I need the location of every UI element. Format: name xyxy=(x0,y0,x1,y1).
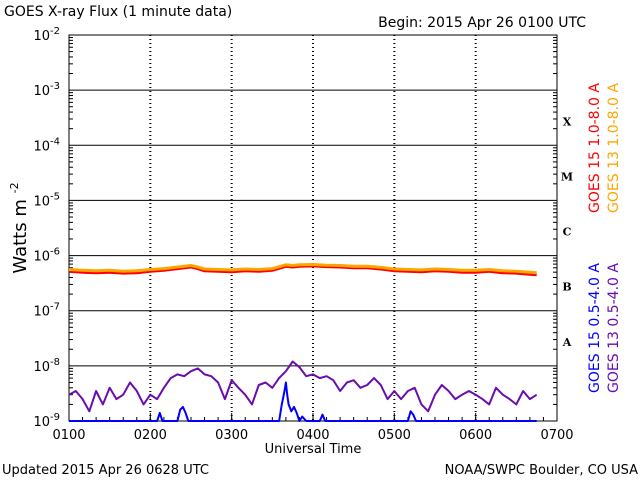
flare-class-label: M xyxy=(561,170,573,183)
flare-class-labels: X M C B A xyxy=(561,115,573,349)
legend-label: GOES 13 0.5-4.0 A xyxy=(606,263,622,393)
flare-class-label: X xyxy=(563,115,572,128)
x-tick-label: 0400 xyxy=(296,428,329,443)
updated-label: Updated 2015 Apr 26 0628 UTC xyxy=(2,463,209,478)
x-tick-label: 0700 xyxy=(540,428,573,443)
legend-label: GOES 15 1.0-8.0 A xyxy=(587,83,603,213)
legend-item: GOES 13 0.5-4.0 A xyxy=(606,263,622,393)
y-tick-label: 10-8 xyxy=(33,357,60,375)
flare-class-label: C xyxy=(563,226,572,239)
begin-time-label: Begin: 2015 Apr 26 0100 UTC xyxy=(378,15,586,31)
grid xyxy=(69,35,557,421)
y-axis-label-exp: -2 xyxy=(8,182,21,193)
legend-item: GOES 13 1.0-8.0 A xyxy=(606,83,622,213)
flare-class-label: B xyxy=(562,281,571,294)
y-tick-label: 10-7 xyxy=(33,302,60,320)
legend-label: GOES 15 0.5-4.0 A xyxy=(587,263,603,393)
x-tick-label: 0100 xyxy=(52,428,85,443)
y-tick-label: 10-9 xyxy=(33,412,60,430)
flare-class-label: A xyxy=(562,336,572,349)
x-tick-label: 0300 xyxy=(215,428,248,443)
legend-inner: GOES 13 1.0-8.0 A GOES 13 0.5-4.0 A xyxy=(606,83,622,393)
series-line xyxy=(68,360,538,413)
series-lines xyxy=(68,263,538,422)
y-tick-label: 10-5 xyxy=(33,191,60,209)
legend-item: GOES 15 1.0-8.0 A xyxy=(587,83,603,213)
x-tick-label: 0200 xyxy=(134,428,167,443)
y-tick-label: 10-3 xyxy=(33,81,60,99)
series-line xyxy=(68,263,537,275)
series-line xyxy=(69,381,537,422)
y-tick-label: 10-4 xyxy=(33,136,60,154)
x-axis-label: Universal Time xyxy=(265,442,362,457)
x-tick-label: 0600 xyxy=(459,428,492,443)
legend-outer: GOES 15 1.0-8.0 A GOES 15 0.5-4.0 A xyxy=(587,83,603,393)
credit-label: NOAA/SWPC Boulder, CO USA xyxy=(445,463,638,478)
y-axis-ticks: 10-2 10-3 10-4 10-5 10-6 10-7 10-8 10-9 xyxy=(33,26,557,430)
legend-item: GOES 15 0.5-4.0 A xyxy=(587,263,603,393)
y-tick-label: 10-6 xyxy=(33,247,60,265)
y-axis-label: Watts m -2 xyxy=(8,182,31,273)
y-axis-label-base: Watts m xyxy=(10,199,31,273)
y-tick-label: 10-2 xyxy=(33,26,60,44)
chart-title: GOES X-ray Flux (1 minute data) xyxy=(4,4,232,20)
svg-text:Watts m -2: Watts m -2 xyxy=(8,182,31,273)
legend-label: GOES 13 1.0-8.0 A xyxy=(606,83,622,213)
x-tick-label: 0500 xyxy=(378,428,411,443)
